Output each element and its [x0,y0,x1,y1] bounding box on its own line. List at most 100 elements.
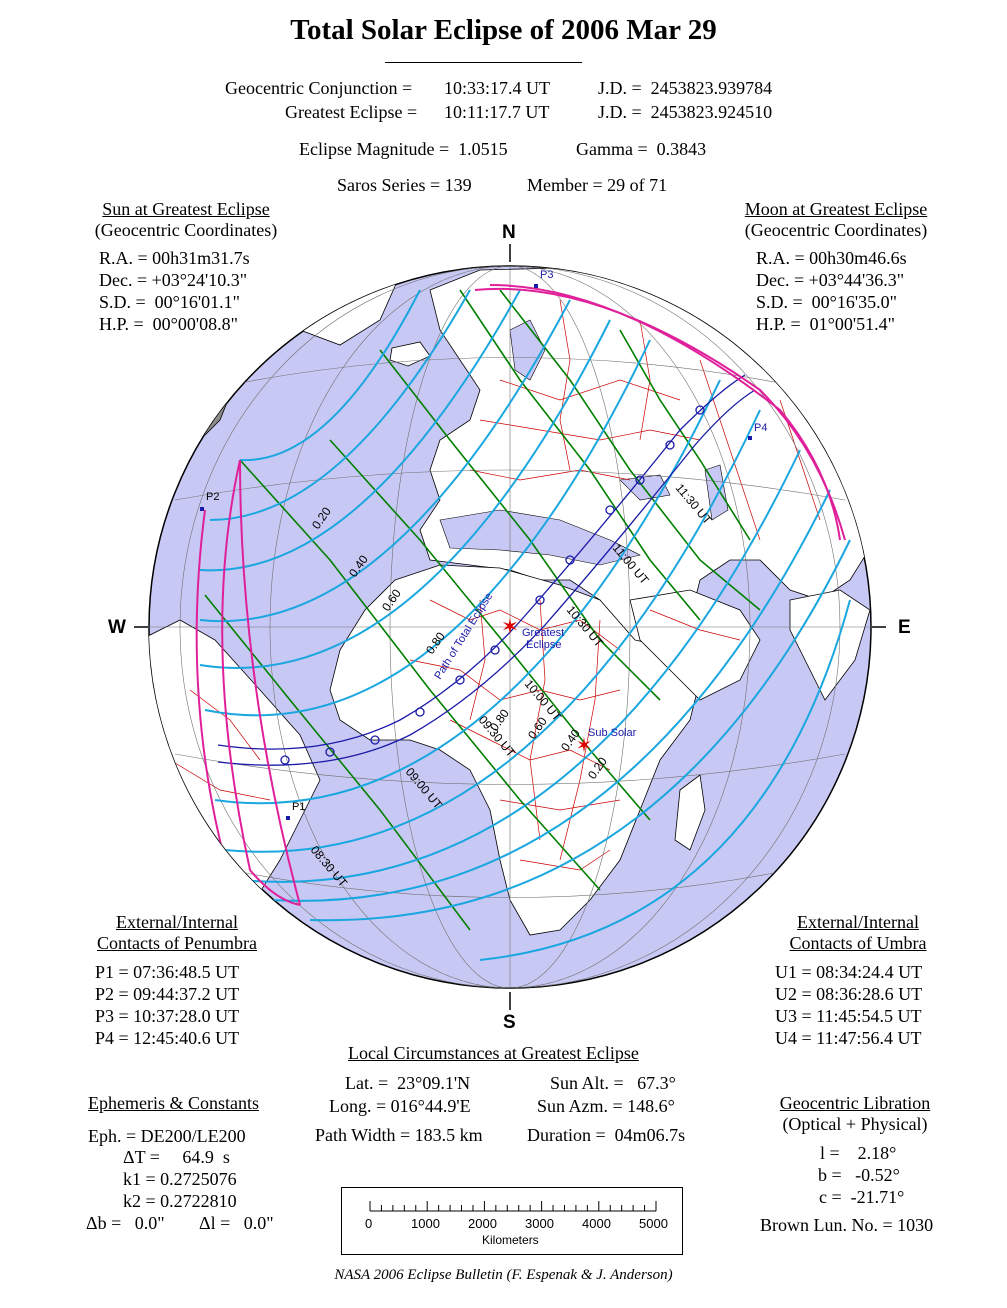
umbra-heading: External/Internal Contacts of Umbra [753,912,963,954]
label-p1: P1 [292,801,305,813]
graticule [149,266,871,988]
contact-p2: P2 = 09:44:37.2 UT [95,984,240,1004]
contact-u2: U2 = 08:36:28.6 UT [775,984,923,1004]
label-p4: P4 [754,422,767,434]
p3-marker [534,284,538,288]
magnitude-lines [199,289,851,961]
ephemeris-dt: ΔT = 64.9 s [123,1147,230,1167]
black-sea [619,474,671,501]
compass-ticks [134,244,886,1010]
contact-p4: P4 = 12:45:40.6 UT [95,1028,240,1048]
madagascar [674,774,706,851]
local-long: Long. = 016°44.9'E [329,1096,471,1116]
libration-l: l = 2.18° [820,1143,897,1163]
scale-unit: Kilometers [482,1233,539,1247]
scale-tick-2000: 2000 [468,1216,497,1231]
label-p2: P2 [206,491,219,503]
contact-u1: U1 = 08:34:24.4 UT [775,962,923,982]
gamma: Gamma = 0.3843 [576,139,707,159]
penumbra-heading-2: Contacts of Penumbra [97,933,257,953]
libration-heading-block: Geocentric Libration (Optical + Physical… [755,1093,955,1135]
saros-series: Saros Series = 139 [337,175,472,195]
label-greatest-2: Eclipse [526,639,561,651]
ephemeris-heading: Ephemeris & Constants [88,1093,259,1113]
p4-marker [748,436,752,440]
ephemeris-k2: k2 = 0.2722810 [123,1191,237,1211]
ephemeris-dl: Δl = 0.0" [199,1213,274,1233]
conjunction-time: 10:33:17.4 UT [444,78,550,98]
arabia [629,589,761,701]
baltic-sea [509,319,546,381]
compass-east: E [898,617,911,638]
greatest-eclipse-marker: ✶ [501,614,519,639]
libration-heading: Geocentric Libration [779,1093,931,1113]
local-heading: Local Circumstances at Greatest Eclipse [348,1043,639,1063]
sun-heading: Sun at Greatest Eclipse [102,199,270,219]
saros-member: Member = 29 of 71 [527,175,668,195]
distance-scale: 0 1000 2000 3000 4000 5000 Kilometers [341,1187,683,1255]
compass-north: N [502,222,516,243]
scale-tick-4000: 4000 [582,1216,611,1231]
umbra-heading-1: External/Internal [797,912,919,932]
sun-block: Sun at Greatest Eclipse (Geocentric Coor… [70,199,302,241]
moon-sd: S.D. = 00°16'35.0" [756,292,897,312]
greatest-eclipse-label: Greatest Eclipse = [285,102,418,122]
moon-hp: H.P. = 01°00'51.4" [756,314,895,334]
sun-sd: S.D. = 00°16'01.1" [99,292,240,312]
penumbra-heading: External/Internal Contacts of Penumbra [72,912,282,954]
eclipse-magnitude: Eclipse Magnitude = 1.0515 [299,139,508,159]
sub-solar-marker: ✶ [576,735,593,757]
local-lat: Lat. = 23°09.1'N [345,1073,471,1093]
penumbra-heading-1: External/Internal [116,912,238,932]
conjunction-jd: J.D. = 2453823.939784 [598,78,773,98]
scale-tick-5000: 5000 [639,1216,668,1231]
scale-tick-3000: 3000 [525,1216,554,1231]
moon-coordinates: R.A. = 00h30m46.6s Dec. = +03°44'36.3" S… [756,248,907,336]
totality-path [217,374,756,766]
sun-ra: R.A. = 00h31m31.7s [99,248,250,268]
libration-c: c = -21.71° [819,1187,905,1207]
title-rule [385,62,582,63]
greatest-eclipse-jd: J.D. = 2453823.924510 [598,102,773,122]
iceland [389,341,431,367]
sun-subheading: (Geocentric Coordinates) [94,220,278,240]
moon-heading: Moon at Greatest Eclipse [744,199,928,219]
penumbra-contacts: P1 = 07:36:48.5 UT P2 = 09:44:37.2 UT P3… [95,962,239,1050]
compass-south: S [503,1012,516,1033]
sun-dec: Dec. = +03°24'10.3" [99,270,248,290]
africa [329,564,701,936]
sun-hp: H.P. = 00°00'08.8" [99,314,238,334]
libration-subheading: (Optical + Physical) [782,1114,928,1134]
scale-bar [369,1201,657,1212]
p1-marker [286,816,290,820]
label-subsolar: Sub Solar [588,727,637,739]
scale-tick-1000: 1000 [411,1216,440,1231]
conjunction-label: Geocentric Conjunction = [225,78,413,98]
ephemeris-k1: k1 = 0.2725076 [123,1169,237,1189]
libration-b: b = -0.52° [818,1165,900,1185]
contact-p1: P1 = 07:36:48.5 UT [95,962,240,982]
contact-p3: P3 = 10:37:28.0 UT [95,1006,240,1026]
local-sun-azm: Sun Azm. = 148.6° [537,1096,675,1116]
ephemeris-eph: Eph. = DE200/LE200 [88,1126,246,1146]
moon-block: Moon at Greatest Eclipse (Geocentric Coo… [720,199,952,241]
p2-marker [200,507,204,511]
contact-u3: U3 = 11:45:54.5 UT [775,1006,922,1026]
moon-dec: Dec. = +03°44'36.3" [756,270,905,290]
penumbra-limits [195,284,846,906]
india [789,589,871,701]
contact-u4: U4 = 11:47:56.4 UT [775,1028,922,1048]
local-duration: Duration = 04m06.7s [527,1125,686,1145]
page-title: Total Solar Eclipse of 2006 Mar 29 [290,14,717,46]
label-greatest-1: Greatest [522,627,564,639]
moon-subheading: (Geocentric Coordinates) [744,220,928,240]
local-path-width: Path Width = 183.5 km [315,1125,483,1145]
political-borders [169,299,821,871]
local-sun-alt: Sun Alt. = 67.3° [550,1073,676,1093]
sun-coordinates: R.A. = 00h31m31.7s Dec. = +03°24'10.3" S… [99,248,250,336]
umbra-contacts: U1 = 08:34:24.4 UT U2 = 08:36:28.6 UT U3… [775,962,922,1050]
brown-lunation: Brown Lun. No. = 1030 [760,1215,934,1235]
umbra-heading-2: Contacts of Umbra [789,933,927,953]
label-p3: P3 [540,269,553,281]
